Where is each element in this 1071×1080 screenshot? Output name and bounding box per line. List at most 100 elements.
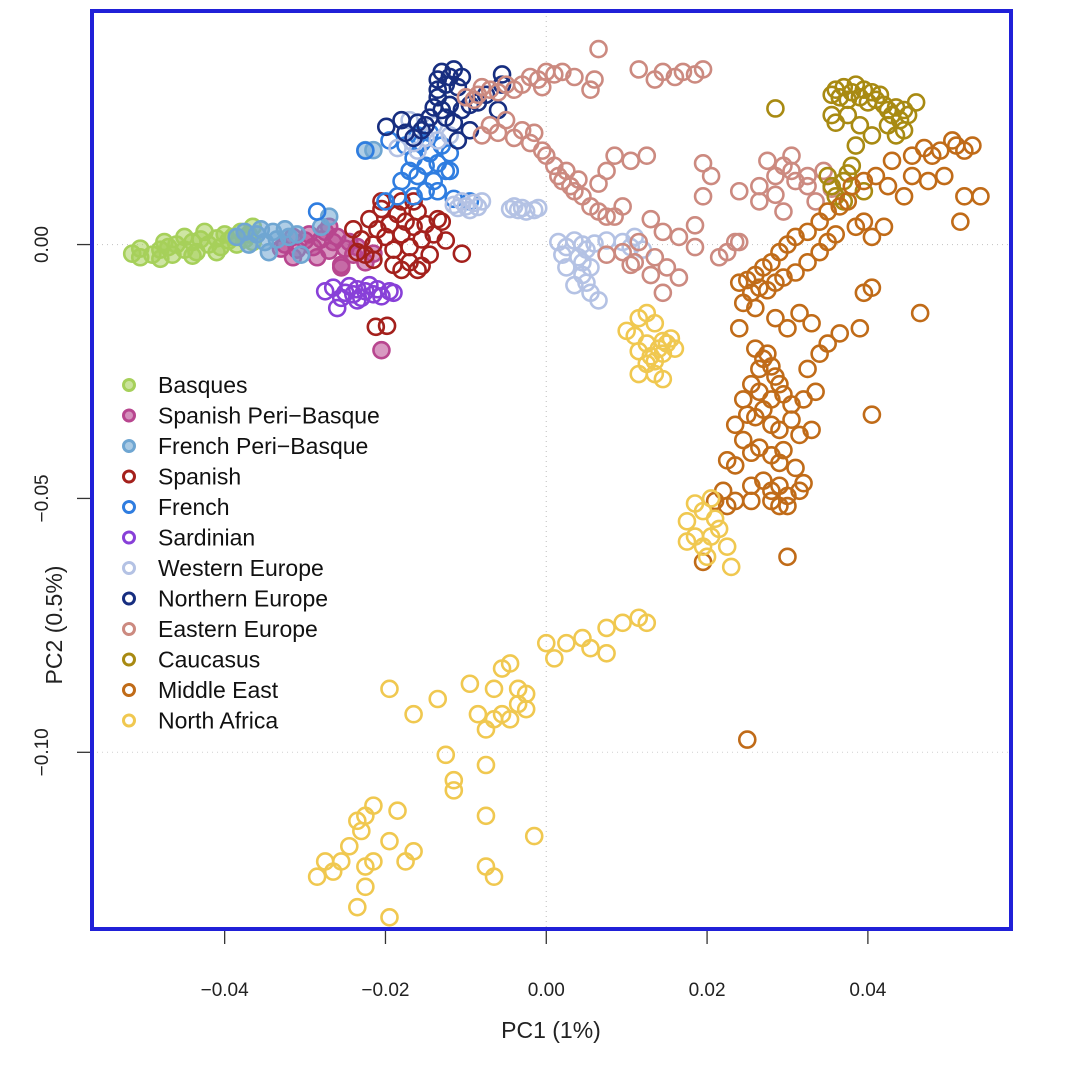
x-tick-label: 0.02 [689,980,726,1001]
data-point [934,166,954,186]
data-point [416,181,435,201]
data-point [408,260,427,280]
data-point [416,156,435,176]
series-middle-east [693,131,990,749]
y-tick-label: 0.00 [32,226,53,263]
data-point [573,235,592,254]
data-point [404,192,423,211]
data-point [782,410,801,430]
data-point [645,247,665,267]
legend-label: Northern Europe [158,586,328,612]
legend: Basques Spanish Peri−Basque French Peri−Ba… [122,372,380,734]
data-point [476,806,496,826]
data-point [693,154,713,173]
data-point [348,291,367,310]
data-point [565,67,584,87]
data-point [315,852,335,871]
data-point [348,811,367,831]
data-point [685,215,705,235]
data-point [440,161,460,181]
data-point [432,212,452,232]
data-point [846,136,866,155]
data-point [725,456,745,475]
x-tick-label: 0.04 [849,980,886,1001]
data-point [629,341,649,361]
data-points [122,39,990,927]
data-point [830,324,850,343]
data-point [701,166,721,186]
data-point [380,679,399,699]
data-point [637,146,657,166]
data-point [392,110,411,130]
data-point [742,491,761,511]
data-point [388,801,407,820]
data-point [794,473,813,493]
data-point [802,313,821,333]
legend-item: French Peri−Basque [122,433,368,459]
data-point [758,344,777,364]
data-point [569,170,588,189]
data-point [444,770,464,790]
data-point [155,232,174,252]
series-caucasus [766,75,926,211]
data-point [404,842,423,861]
data-point [750,278,769,298]
data-point [380,908,399,927]
data-point [943,131,962,150]
x-axis-title: PC1 (1%) [501,1017,601,1043]
data-point [822,176,842,196]
legend-label: French Peri−Basque [158,433,368,459]
data-point [464,193,484,213]
data-point [597,245,616,265]
data-point [621,255,640,275]
legend-marker [122,439,136,453]
data-point [492,65,512,84]
data-point [339,836,359,856]
data-point [532,77,552,97]
data-point [553,62,572,82]
data-point [488,123,508,143]
data-point [826,225,846,244]
legend-marker [122,683,136,697]
data-point [818,166,837,186]
data-point [553,245,572,265]
data-point [492,659,512,678]
data-point [653,62,673,82]
data-point [721,557,741,577]
legend-label: Spanish Peri−Basque [158,403,380,429]
data-point [597,643,616,663]
data-point [416,115,435,135]
data-point [291,245,311,265]
data-point [737,730,757,749]
legend-item: North Africa [122,708,278,734]
series-french-peri-basque [227,140,383,265]
data-point [545,156,564,176]
data-point [287,225,307,244]
data-point [428,181,448,201]
data-point [565,275,584,295]
data-point [585,234,604,253]
legend-label: Basques [158,372,248,398]
data-point [528,198,548,218]
data-point [484,867,504,887]
data-point [786,458,805,478]
legend-marker [122,469,136,484]
data-point [536,633,556,653]
data-point [661,329,681,348]
data-point [545,649,564,668]
data-point [806,382,825,402]
data-point [524,826,544,846]
data-point [854,171,874,191]
data-point [750,176,769,196]
legend-label: North Africa [158,708,278,734]
data-point [701,489,721,508]
data-point [951,212,970,232]
data-point [605,146,624,166]
data-point [963,136,982,155]
data-point [352,821,371,841]
data-point [762,491,781,511]
data-point [955,187,974,206]
data-point [774,202,793,221]
data-point [348,279,367,299]
